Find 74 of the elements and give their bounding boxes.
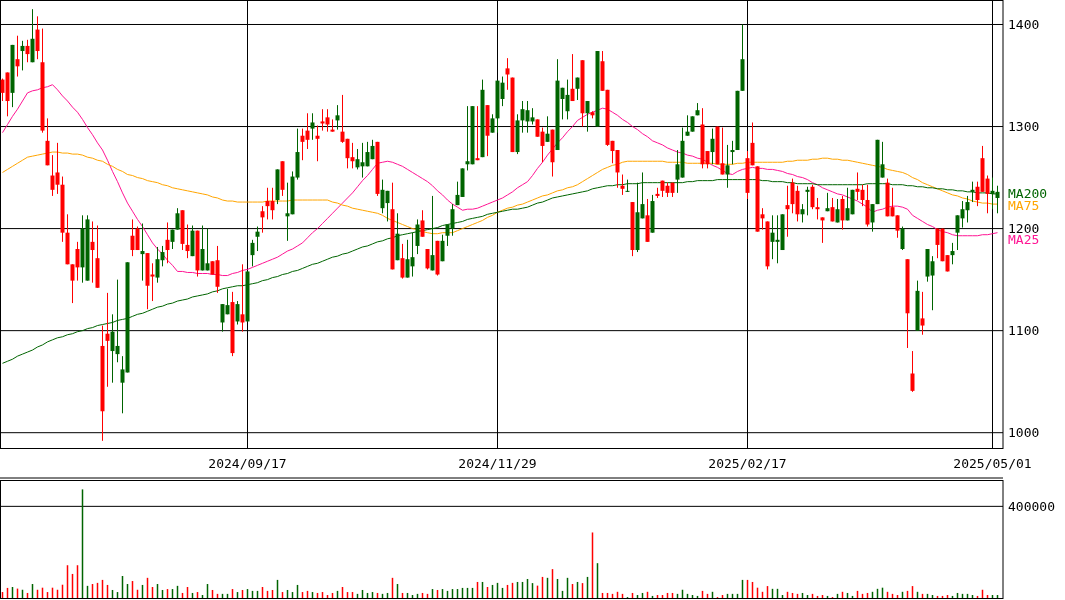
candlestick [250,239,255,267]
candlestick [205,228,210,271]
candlestick [420,209,425,238]
candlestick [185,224,190,259]
candlestick [25,39,30,63]
candlestick [400,243,405,280]
candlestick [270,187,275,220]
x-tick-label: 2024/11/29 [458,456,537,471]
candlestick [90,220,95,284]
series-label: MA25 [1008,232,1040,248]
candlestick [585,100,590,133]
x-tick-label: 2025/05/01 [953,456,1032,471]
candlestick [350,142,355,169]
candlestick [730,140,735,165]
y-tick-label: 1100 [1008,323,1040,339]
candlestick [810,184,815,210]
candlestick [860,184,865,207]
candlestick [565,79,570,120]
y-tick-label: 1300 [1008,119,1040,135]
y-tick-label: 1000 [1008,425,1040,441]
candlestick [805,186,810,216]
candlestick [450,203,455,237]
candlestick [545,115,550,143]
candlestick [820,216,825,244]
candlestick [15,35,20,78]
candlestick [305,112,310,150]
candlestick [965,195,970,223]
y-tick-label: 400000 [1008,498,1055,514]
candlestick [570,53,575,102]
candlestick [75,241,80,282]
candlestick [710,128,715,165]
candlestick [475,105,480,161]
candlestick [30,8,35,63]
candlestick [175,207,180,231]
candlestick [315,125,320,162]
candlestick [55,142,60,195]
candlestick [165,221,170,264]
candlestick [785,185,790,238]
candlestick [800,203,805,223]
candlestick [385,190,390,222]
candlestick [325,108,330,133]
candlestick [505,57,510,91]
candlestick [870,203,875,233]
candlestick [720,127,725,176]
candlestick [425,248,430,270]
candlestick [235,300,240,326]
x-tick-label: 2025/02/17 [708,456,787,471]
candlestick [240,263,245,333]
candlestick [410,232,415,278]
candlestick [105,292,110,388]
y-tick-label: 1400 [1008,16,1040,32]
candlestick [910,350,915,393]
candlestick [335,104,340,131]
candlestick [900,226,905,251]
line-series [2,84,998,277]
candlestick [430,195,435,271]
candlestick [920,291,925,336]
candlestick [35,15,40,60]
x-tick-label: 2024/09/17 [208,456,287,471]
candlestick [950,242,955,265]
candlestick [415,218,420,255]
candlestick [440,234,445,262]
candlestick [685,114,690,137]
candlestick [260,205,265,234]
candlestick [795,185,800,222]
candlestick [255,226,260,252]
candlestick [815,197,820,220]
candlestick [840,195,845,231]
candlestick [20,40,25,71]
candlestick [330,118,335,133]
candlestick [310,112,315,141]
candlestick [140,222,145,282]
candlestick [490,113,495,134]
candlestick [620,174,625,196]
